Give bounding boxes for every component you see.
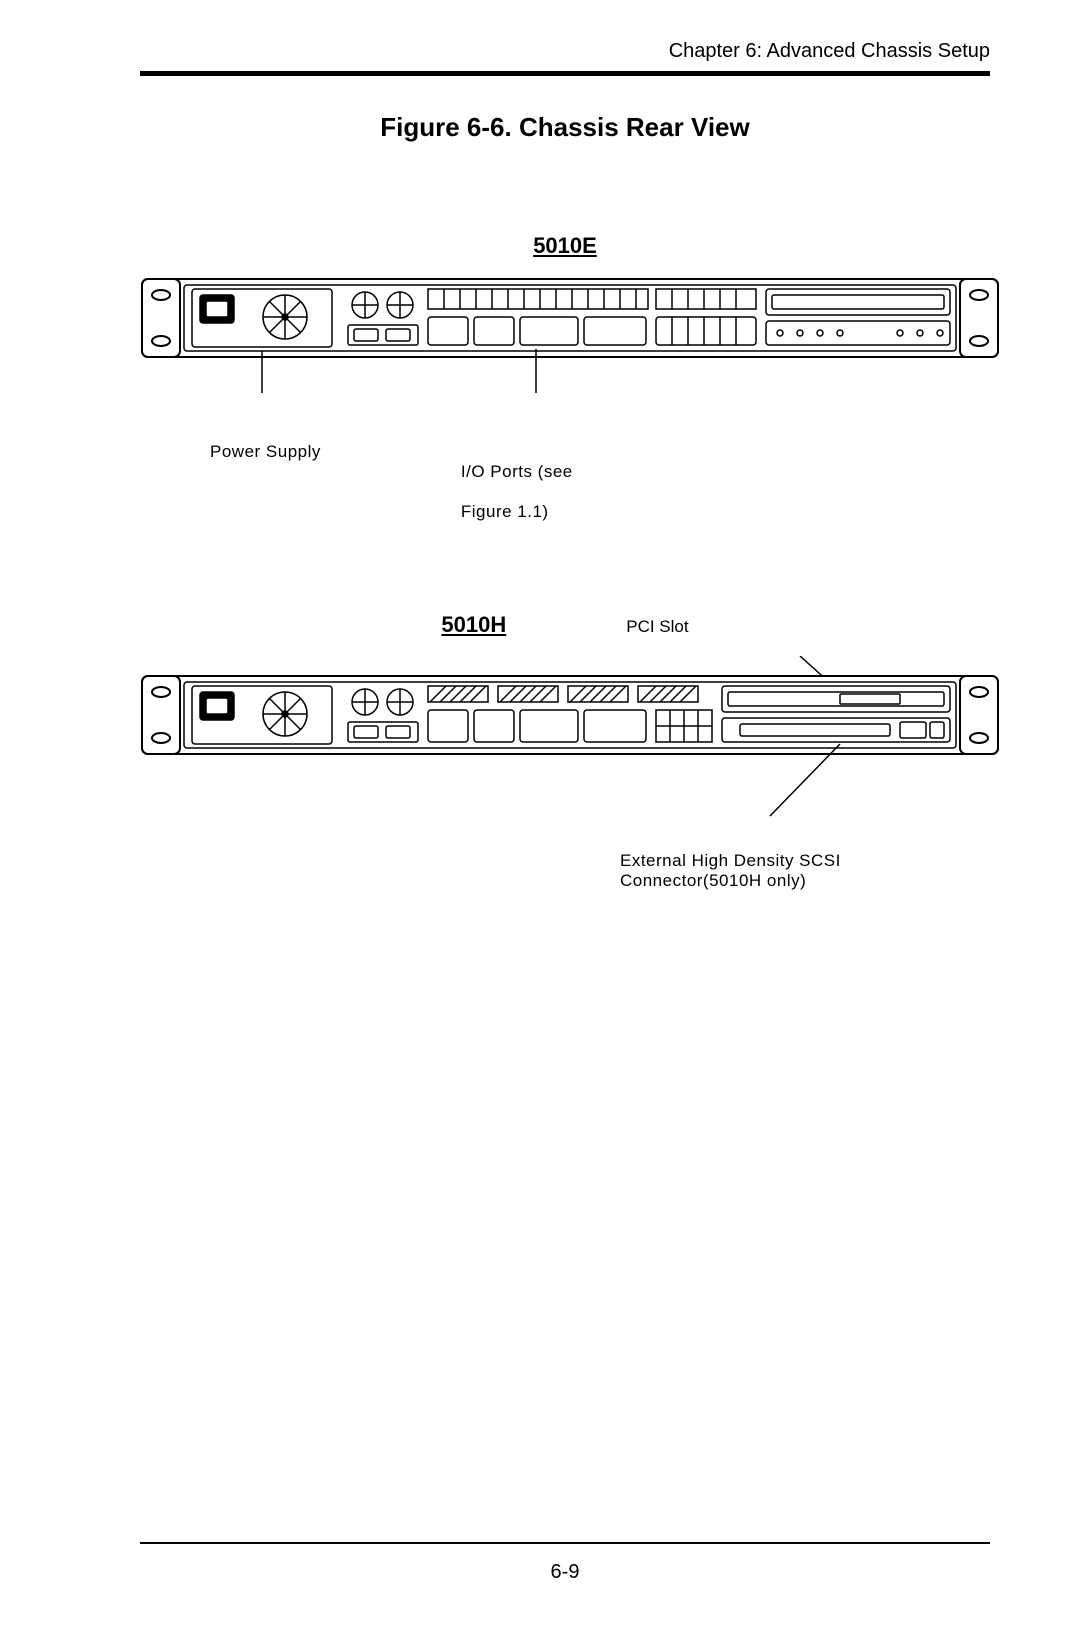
scsi-line1: External High Density SCSI <box>620 851 841 870</box>
chassis-5010h-block: 5010H PCI Slot <box>140 612 990 890</box>
model-label-row-5010h: 5010H PCI Slot <box>140 612 990 638</box>
chassis-5010h-svg <box>140 656 1000 826</box>
page-number: 6-9 <box>140 1561 990 1584</box>
chassis-5010e-diagram <box>140 277 1000 422</box>
callout-scsi: External High Density SCSI Connector(501… <box>140 851 990 890</box>
model-label-5010h: 5010H <box>441 612 506 638</box>
chassis-5010e-block: 5010E <box>140 233 990 522</box>
callout-io-ports: I/O Ports (see Figure 1.1) <box>461 442 573 522</box>
chassis-5010e-svg <box>140 277 1000 417</box>
chassis-5010h-diagram <box>140 656 1000 831</box>
chapter-header: Chapter 6: Advanced Chassis Setup <box>140 40 990 63</box>
scsi-line2: Connector(5010H only) <box>620 871 806 890</box>
header-rule <box>140 71 990 76</box>
callouts-5010e: Power Supply I/O Ports (see Figure 1.1) <box>140 442 990 522</box>
footer-rule <box>140 1542 990 1544</box>
io-ports-line1: I/O Ports (see <box>461 462 573 481</box>
figure-title: Figure 6-6. Chassis Rear View <box>140 112 990 143</box>
model-label-5010e: 5010E <box>140 233 990 259</box>
page-container: Chapter 6: Advanced Chassis Setup Figure… <box>140 40 990 1608</box>
callout-power-supply: Power Supply <box>210 442 321 522</box>
pci-slot-label: PCI Slot <box>626 617 688 637</box>
io-ports-line2: Figure 1.1) <box>461 502 549 521</box>
